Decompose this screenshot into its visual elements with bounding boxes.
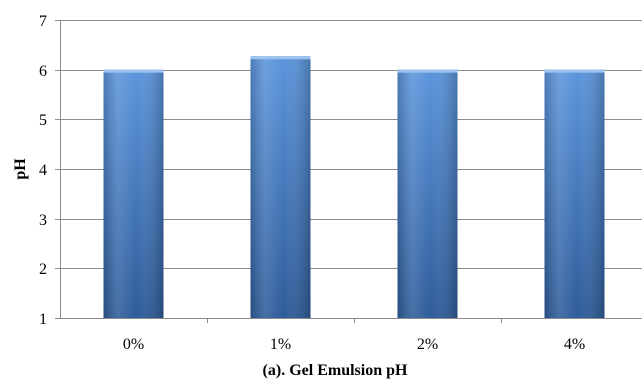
bar-4% <box>544 69 605 319</box>
bar-top-highlight <box>103 69 164 73</box>
bar-top-highlight <box>544 69 605 73</box>
y-tick-label: 2 <box>39 261 47 278</box>
bar-shading <box>544 69 605 319</box>
bar-2% <box>397 69 458 319</box>
x-tick-label: 2% <box>417 336 438 353</box>
bar-top-highlight <box>250 56 311 60</box>
x-axis-title: (a). Gel Emulsion pH <box>263 362 408 379</box>
y-tick-label: 5 <box>39 112 47 129</box>
x-tick-label: 1% <box>270 336 291 353</box>
y-tick-label: 4 <box>39 162 47 179</box>
x-tick-label: 0% <box>123 336 144 353</box>
axes <box>55 20 642 323</box>
y-tick-label: 7 <box>39 13 47 30</box>
bar-1% <box>250 56 311 319</box>
bar-shading <box>397 69 458 319</box>
y-tick-label: 6 <box>39 63 47 80</box>
bar-top-highlight <box>397 69 458 73</box>
bars <box>103 56 605 319</box>
y-tick-label: 3 <box>39 212 47 229</box>
x-tick-label: 4% <box>564 336 585 353</box>
y-tick-labels: 1 2 3 4 5 6 7 <box>39 13 47 328</box>
bar-shading <box>250 56 311 319</box>
bar-0% <box>103 69 164 319</box>
bar-shading <box>103 69 164 319</box>
y-tick-label: 1 <box>39 311 47 328</box>
y-axis-title: pH <box>12 158 29 180</box>
x-tick-labels: 0% 1% 2% 4% <box>123 336 585 353</box>
